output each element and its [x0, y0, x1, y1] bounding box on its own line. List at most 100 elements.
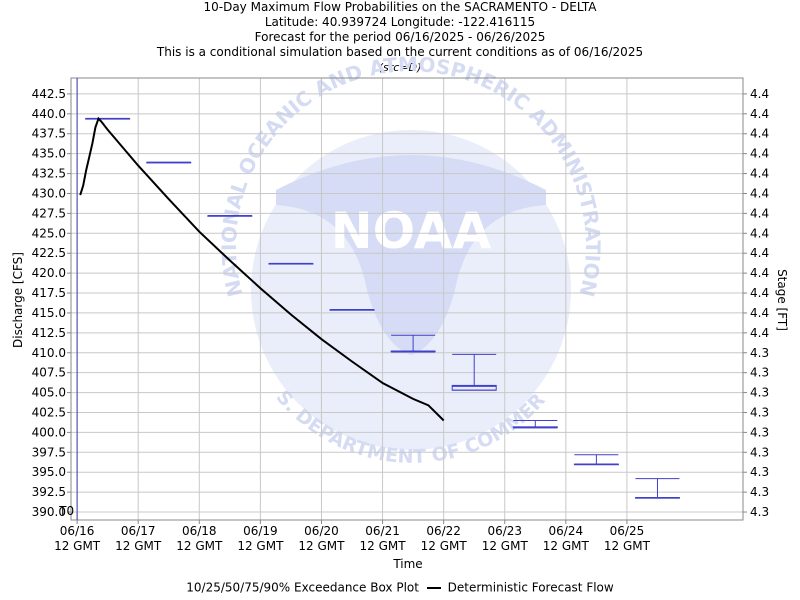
x-tick-label-date: 06/25 — [610, 524, 645, 538]
y-tick-label: 392.5 — [32, 485, 66, 499]
y-tick-label: 400.0 — [32, 425, 66, 439]
x-tick-label-time: 12 GMT — [482, 539, 529, 553]
y-tick-label: 425.0 — [32, 226, 66, 240]
t0-marker: T0 — [58, 78, 78, 520]
x-tick-label-date: 06/20 — [304, 524, 339, 538]
x-tick-label-date: 06/24 — [549, 524, 584, 538]
box-plot — [329, 309, 375, 311]
x-axis-label: Time — [392, 557, 422, 571]
right-axis-ticks: 4.3 4.3 4.3 4.3 4.3 4.3 4.3 4.3 4.3 4.4 4.4 4.4 4.4 4… — [743, 87, 769, 519]
y-tick-label: 420.0 — [32, 266, 66, 280]
y-tick-label: 405.0 — [32, 386, 66, 400]
x-tick-label-date: 06/17 — [121, 524, 156, 538]
box-plot — [146, 161, 192, 164]
x-tick-label-date: 06/23 — [487, 524, 522, 538]
right-tick-label: 4.4 — [750, 167, 769, 181]
box-plot — [85, 117, 131, 120]
y-tick-label: 417.5 — [32, 286, 66, 300]
t0-label: T0 — [58, 504, 74, 518]
chart-title-line-4: This is a conditional simulation based o… — [156, 45, 644, 59]
y-tick-label: 397.5 — [32, 445, 66, 459]
right-tick-label: 4.3 — [750, 366, 769, 380]
y-axis-label: Discharge [CFS] — [11, 252, 25, 348]
y-tick-label: 407.5 — [32, 366, 66, 380]
y-tick-label: 412.5 — [32, 326, 66, 340]
y-tick-label: 430.0 — [32, 186, 66, 200]
right-tick-label: 4.4 — [750, 286, 769, 300]
y-axis-ticks: 390.0 392.5 395.0 397.5 400.0 402.5 405.0 407.5… — [32, 87, 71, 519]
y-tick-label: 390.0 — [32, 505, 66, 519]
box-plot — [207, 215, 253, 217]
chart-title-block: 10-Day Maximum Flow Probabilities on the… — [0, 0, 800, 75]
right-tick-label: 4.3 — [750, 445, 769, 459]
noaa-watermark-logo: NOAA NATIONAL OCEANIC AND ATMOSPHERIC AD… — [0, 0, 605, 468]
box-iqr — [451, 384, 497, 391]
right-tick-label: 4.3 — [750, 346, 769, 360]
right-tick-label: 4.4 — [750, 206, 769, 220]
box-plot — [512, 419, 558, 429]
x-tick-label-time: 12 GMT — [604, 539, 651, 553]
y-tick-label: 437.5 — [32, 127, 66, 141]
right-tick-label: 4.3 — [750, 425, 769, 439]
y-tick-label: 410.0 — [32, 346, 66, 360]
right-tick-label: 4.3 — [750, 485, 769, 499]
right-tick-label: 4.3 — [750, 465, 769, 479]
right-tick-label: 4.4 — [750, 147, 769, 161]
plot-border — [70, 77, 744, 521]
box-plot — [390, 334, 436, 353]
y-tick-label: 395.0 — [32, 465, 66, 479]
chart-title-line-3: Forecast for the period 06/16/2025 - 06/… — [254, 30, 546, 44]
x-tick-label-date: 06/22 — [426, 524, 461, 538]
x-tick-label-time: 12 GMT — [421, 539, 468, 553]
right-tick-label: 4.4 — [750, 186, 769, 200]
right-axis-label: Stage [FT] — [775, 269, 789, 331]
right-tick-label: 4.4 — [750, 127, 769, 141]
right-tick-label: 4.4 — [750, 107, 769, 121]
box-plot — [451, 353, 497, 391]
deterministic-forecast-line — [79, 116, 445, 422]
right-tick-label: 4.4 — [750, 226, 769, 240]
x-tick-label-time: 12 GMT — [360, 539, 407, 553]
box-plot — [573, 454, 619, 466]
legend-boxplot-label: 10/25/50/75/90% Exceedance Box Plot — [186, 580, 419, 595]
y-tick-label: 440.0 — [32, 107, 66, 121]
right-tick-label: 4.4 — [750, 87, 769, 101]
right-tick-label: 4.4 — [750, 246, 769, 260]
y-tick-label: 422.5 — [32, 246, 66, 260]
legend-line-label: Deterministic Forecast Flow — [447, 580, 614, 595]
right-tick-label: 4.4 — [750, 306, 769, 320]
right-tick-label: 4.4 — [750, 266, 769, 280]
x-tick-label-time: 12 GMT — [298, 539, 345, 553]
right-tick-label: 4.3 — [750, 405, 769, 419]
right-tick-label: 4.3 — [750, 505, 769, 519]
chart-subtitle: (src=D) — [378, 61, 422, 74]
chart-legend: 10/25/50/75/90% Exceedance Box Plot Dete… — [0, 580, 800, 595]
x-tick-label-date: 06/21 — [365, 524, 400, 538]
exceedance-box-plots — [85, 117, 680, 499]
x-tick-label-time: 12 GMT — [237, 539, 284, 553]
x-tick-label-time: 12 GMT — [115, 539, 162, 553]
y-tick-label: 427.5 — [32, 206, 66, 220]
chart-title-line-1: 10-Day Maximum Flow Probabilities on the… — [203, 0, 597, 14]
noaa-center-text: NOAA — [331, 202, 492, 260]
y-tick-label: 415.0 — [32, 306, 66, 320]
right-tick-label: 4.3 — [750, 386, 769, 400]
x-tick-label-date: 06/18 — [182, 524, 217, 538]
y-tick-label: 402.5 — [32, 405, 66, 419]
box-plot — [634, 478, 680, 499]
x-tick-label-time: 12 GMT — [54, 539, 101, 553]
right-tick-label: 4.4 — [750, 326, 769, 340]
forecast-flow-line — [79, 116, 445, 422]
box-plot — [268, 262, 314, 265]
x-tick-label-date: 06/19 — [243, 524, 278, 538]
y-tick-label: 442.5 — [32, 87, 66, 101]
y-tick-label: 432.5 — [32, 167, 66, 181]
x-tick-label-time: 12 GMT — [176, 539, 223, 553]
legend-line-swatch — [426, 586, 441, 589]
plot-frame — [70, 77, 744, 521]
chart-title-line-2: Latitude: 40.939724 Longitude: -122.4161… — [264, 15, 536, 29]
x-tick-label-time: 12 GMT — [543, 539, 590, 553]
y-tick-label: 435.0 — [32, 147, 66, 161]
